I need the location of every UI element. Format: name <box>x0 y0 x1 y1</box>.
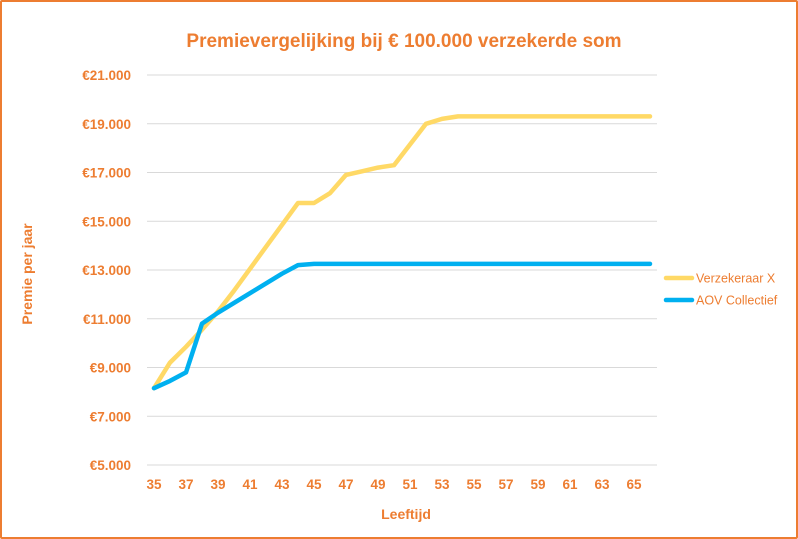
x-tick-label: 47 <box>338 477 353 492</box>
gridlines <box>147 74 657 466</box>
x-tick-label: 57 <box>498 477 513 492</box>
y-axis-label: Premie per jaar <box>19 223 35 325</box>
series-line-2 <box>151 261 653 391</box>
x-tick-label: 39 <box>210 477 225 492</box>
x-tick-label: 59 <box>530 477 545 492</box>
x-tick-label: 51 <box>402 477 418 492</box>
x-tick-label: 41 <box>242 477 258 492</box>
series-line-1 <box>151 114 653 391</box>
y-tick-label: €19.000 <box>82 117 131 132</box>
y-tick-label: €9.000 <box>90 361 131 376</box>
y-tick-label: €21.000 <box>82 68 131 83</box>
x-axis-ticks: 35 37 39 41 43 45 47 49 51 53 55 57 59 61 63 65 <box>146 477 642 492</box>
x-tick-label: 35 <box>146 477 162 492</box>
y-tick-label: €7.000 <box>90 409 131 424</box>
x-tick-label: 43 <box>274 477 290 492</box>
y-axis-ticks: €5.000 €7.000 €9.000 €11.000 €13.000 €15.000 €… <box>82 68 131 473</box>
legend-entry: AOV Collectief <box>696 294 778 308</box>
x-axis-label: Leeftijd <box>381 506 431 522</box>
legend: Verzekeraar X AOV Collectief <box>663 272 778 308</box>
chart-title: Premievergelijking bij € 100.000 verzeke… <box>186 31 621 52</box>
x-tick-label: 49 <box>370 477 385 492</box>
x-tick-label: 55 <box>466 477 482 492</box>
y-tick-label: €15.000 <box>82 214 131 229</box>
x-tick-label: 63 <box>594 477 610 492</box>
y-tick-label: €17.000 <box>82 166 131 181</box>
y-tick-label: €5.000 <box>90 458 131 473</box>
x-tick-label: 53 <box>434 477 450 492</box>
y-tick-label: €11.000 <box>83 312 131 327</box>
x-tick-label: 45 <box>306 477 322 492</box>
legend-entry: Verzekeraar X <box>696 272 776 286</box>
x-tick-label: 65 <box>626 477 642 492</box>
x-tick-label: 61 <box>562 477 578 492</box>
x-tick-label: 37 <box>178 477 193 492</box>
y-tick-label: €13.000 <box>82 263 131 278</box>
series-lines <box>151 114 653 391</box>
